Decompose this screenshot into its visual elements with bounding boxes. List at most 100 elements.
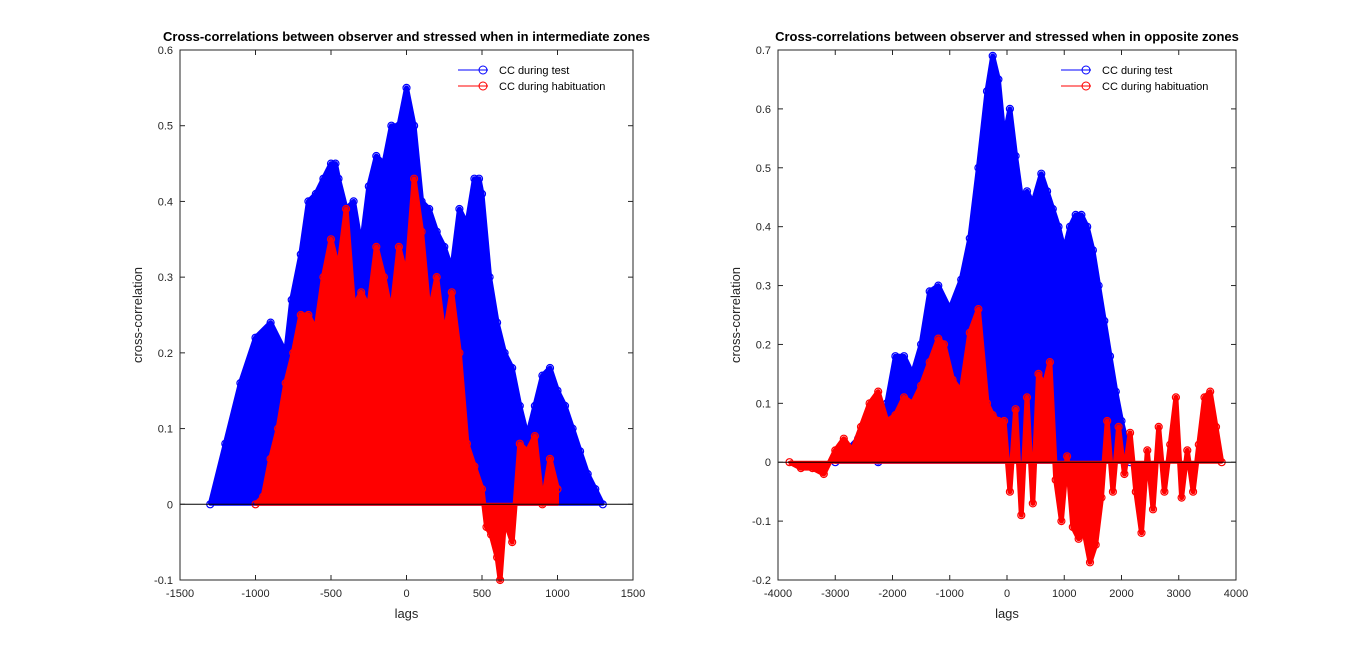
x-tick-label: 500 [473,588,491,600]
data-point [402,83,411,93]
data-point [349,303,358,312]
x-tick-label: -3000 [821,588,849,600]
data-point [916,381,926,390]
data-point [372,151,381,161]
data-point [1040,381,1049,390]
data-point [402,273,411,282]
data-point [1206,387,1215,396]
data-point [568,424,577,433]
series-line-0 [833,53,1133,465]
series-line-1 [788,306,1225,565]
data-point [591,485,600,494]
data-point [274,424,283,433]
data-point [831,446,840,455]
data-point [925,287,934,296]
data-point [994,416,1003,426]
legend-marker [478,65,488,75]
x-tick-label: 1000 [545,588,569,600]
data-point [1100,316,1109,325]
y-tick-label: 0.6 [756,104,771,116]
data-point [1137,528,1146,538]
data-point [477,189,487,198]
data-point [1017,193,1026,202]
data-point [342,204,351,214]
x-tick-label: 2000 [1109,588,1133,600]
data-point [939,340,949,349]
data-point [462,439,471,448]
x-axis-label: lags [995,606,1019,621]
legend-entry: CC during habituation [1102,81,1208,93]
data-point [1154,422,1163,431]
legend-marker [478,81,488,91]
data-point [1065,222,1075,231]
data-point [1085,558,1095,567]
y-tick-label: 0.5 [756,163,771,175]
x-tick-label: -500 [320,588,342,600]
data-point [304,197,313,206]
data-point [470,462,479,471]
data-point [808,464,817,473]
data-point [455,348,464,357]
data-point [304,310,313,320]
data-point [1062,452,1072,461]
y-tick-label: 0.1 [158,424,173,436]
data-point [493,553,502,562]
data-point [874,387,883,396]
data-point [326,235,336,244]
y-tick-label: 0.2 [756,339,771,351]
data-point [982,399,992,408]
data-point [331,159,340,168]
data-point [1177,493,1186,502]
data-point [1111,387,1120,396]
data-point [1022,393,1032,402]
data-point [908,399,917,408]
data-point [487,530,496,539]
data-point [530,401,540,410]
data-point [916,340,926,349]
data-point [447,288,456,297]
data-point [485,273,494,282]
data-point [462,220,471,229]
data-point [440,333,449,342]
data-point [1057,516,1066,526]
y-tick-label: 0.4 [158,196,173,208]
data-point [988,411,997,420]
data-point [999,134,1009,143]
data-point [999,416,1009,426]
data-point [482,522,491,532]
x-tick-label: 1000 [1052,588,1076,600]
data-point [819,469,828,479]
data-point [500,515,509,524]
data-point [1011,151,1020,161]
data-point [530,432,540,441]
data-point [839,434,848,443]
data-point [425,310,434,320]
data-point [982,87,992,96]
data-point [515,439,524,448]
data-point [319,174,328,183]
data-point [1108,487,1118,496]
data-point [1088,246,1098,255]
data-point [553,485,562,494]
data-point [296,310,305,320]
data-point [1083,222,1092,231]
data-point [432,273,441,282]
data-point [470,174,479,183]
data-point [1094,281,1103,290]
data-point [948,375,957,384]
data-point [957,275,966,284]
data-point [410,174,419,183]
data-point [266,454,275,463]
data-point [281,379,290,388]
x-tick-label: -1000 [936,588,964,600]
y-tick-label: 0.5 [158,121,173,133]
data-point [394,242,403,251]
x-tick-label: -1000 [241,588,269,600]
data-point [1071,210,1080,219]
data-point [1200,393,1209,402]
data-point [1005,104,1015,114]
y-tick-label: 0 [167,499,173,511]
data-point [1051,475,1060,484]
data-point [988,51,997,61]
data-point [1022,187,1032,196]
